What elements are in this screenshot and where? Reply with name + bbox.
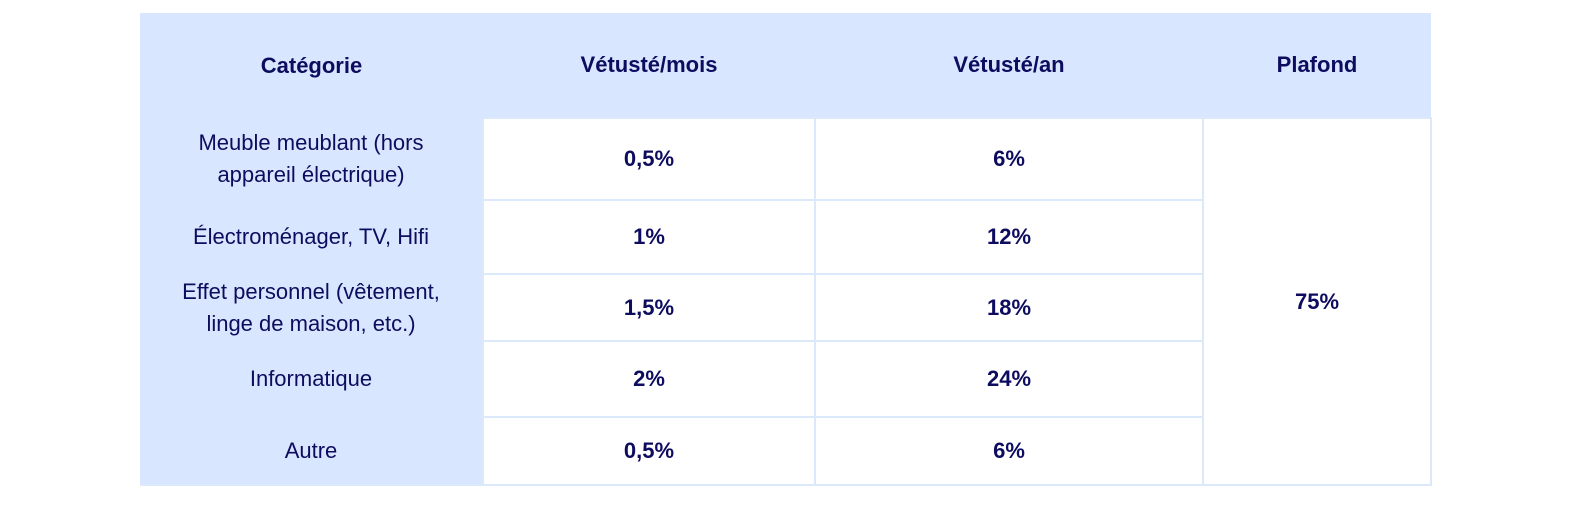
rate-cell: 12% <box>814 199 1204 275</box>
table-body: Meuble meublant (hors appareil électriqu… <box>140 117 1432 486</box>
plafond-cell: 75% <box>1202 117 1432 486</box>
header-cell: Catégorie <box>140 13 483 118</box>
table-row: Meuble meublant (hors appareil électriqu… <box>140 117 1432 486</box>
rate-cell: 1% <box>482 199 816 275</box>
category-cell: Meuble meublant (hors appareil électriqu… <box>140 118 483 200</box>
header-cell: Vétusté/an <box>815 13 1203 118</box>
table-row: Effet personnel (vêtement, linge de mais… <box>140 273 1431 342</box>
vetuste-table: Catégorie Vétusté/mois Vétusté/an Plafond M… <box>140 13 1432 486</box>
header-cell: Plafond <box>1203 13 1431 118</box>
rate-cell: 2% <box>482 340 816 418</box>
category-cell: Autre <box>140 417 483 486</box>
rate-cell: 24% <box>814 340 1204 418</box>
table-row: Électroménager, TV, Hifi 1% 12% <box>140 199 1431 275</box>
rate-cell: 1,5% <box>482 273 816 342</box>
category-cell: Informatique <box>140 341 483 417</box>
table-row: Informatique 2% 24% <box>140 340 1431 418</box>
header-row: Catégorie Vétusté/mois Vétusté/an Plafond <box>140 13 1431 118</box>
table-row: Autre 0,5% 6% <box>140 416 1431 486</box>
category-cell: Électroménager, TV, Hifi <box>140 200 483 274</box>
rate-cell: 6% <box>814 117 1204 201</box>
header-cell: Vétusté/mois <box>483 13 815 118</box>
rate-cell: 0,5% <box>482 416 816 486</box>
rate-cell: 0,5% <box>482 117 816 201</box>
category-cell: Effet personnel (vêtement, linge de mais… <box>140 274 483 341</box>
rate-cell: 6% <box>814 416 1204 486</box>
rate-cell: 18% <box>814 273 1204 342</box>
